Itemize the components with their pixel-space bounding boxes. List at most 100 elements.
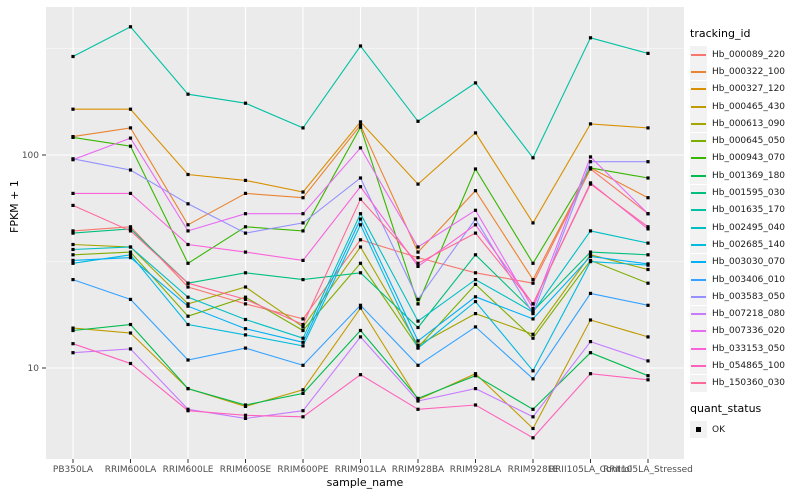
legend-item: Hb_000327_120	[690, 80, 800, 98]
data-point	[588, 372, 593, 376]
data-point	[186, 304, 190, 308]
data-point	[416, 302, 420, 306]
legend-color-key	[690, 115, 707, 133]
data-point	[531, 261, 535, 265]
legend-color-key	[690, 63, 707, 81]
series-color-line-icon	[691, 157, 706, 160]
legend-item: Hb_007336_020	[690, 322, 800, 340]
data-point	[243, 178, 248, 182]
data-point	[301, 322, 305, 327]
data-point	[128, 107, 133, 111]
data-point	[301, 258, 305, 262]
legend-item-label: Hb_000465_430	[712, 101, 786, 112]
legend-item: Hb_000089_220	[690, 46, 800, 64]
data-point	[128, 136, 133, 140]
data-point	[416, 182, 420, 186]
legend-item: Hb_000322_100	[690, 63, 800, 81]
data-point	[71, 107, 75, 111]
legend-item-label: Hb_000645_050	[712, 136, 786, 147]
data-point	[646, 303, 650, 307]
x-tick-label: PB350LA	[53, 465, 94, 475]
data-point	[128, 25, 133, 29]
series-color-line-icon	[691, 209, 706, 212]
data-point	[128, 322, 133, 327]
data-point	[473, 372, 478, 376]
data-point	[531, 426, 535, 431]
data-point	[243, 297, 248, 301]
legend-item-ok: OK	[690, 421, 800, 439]
data-point	[243, 191, 248, 195]
series-color-line-icon	[691, 347, 706, 350]
data-point	[71, 242, 75, 247]
legend-item-label: Hb_000322_100	[712, 66, 786, 77]
legend-color-key	[690, 288, 707, 306]
data-point	[71, 351, 75, 355]
data-point	[71, 203, 75, 207]
legend-item: Hb_000943_070	[690, 149, 800, 167]
data-point	[358, 197, 363, 201]
data-point	[301, 325, 305, 329]
x-tick-label: RRIM901LA	[335, 465, 387, 475]
data-point	[358, 261, 363, 265]
data-point	[243, 271, 248, 275]
data-point	[71, 278, 75, 282]
data-point	[646, 160, 650, 164]
data-point	[646, 241, 650, 245]
data-point	[128, 126, 133, 130]
data-point	[646, 378, 650, 382]
data-point	[186, 92, 190, 96]
legend-title-quant-status: quant_status	[690, 401, 762, 415]
data-point	[416, 119, 420, 123]
data-point	[531, 307, 535, 311]
data-point	[71, 158, 75, 162]
data-point	[71, 328, 75, 333]
data-point	[588, 254, 593, 258]
data-point	[416, 363, 420, 367]
legend-color-key	[690, 357, 707, 375]
data-point	[301, 196, 305, 200]
data-point	[588, 166, 593, 170]
data-point	[531, 332, 535, 336]
legend-color-key	[690, 253, 707, 271]
data-point	[531, 312, 535, 316]
legend-item: Hb_000613_090	[690, 115, 800, 133]
data-point	[416, 256, 420, 260]
data-point	[646, 359, 650, 363]
data-point	[243, 295, 248, 299]
data-point	[301, 212, 305, 216]
legend-quant-status: quant_status OK	[690, 401, 800, 439]
x-tick-label: RRIM600LE	[163, 465, 214, 475]
data-point	[473, 312, 478, 316]
data-point	[301, 278, 305, 282]
data-point	[186, 229, 190, 233]
legend-item-label: Hb_000327_120	[712, 84, 786, 95]
data-point	[301, 126, 305, 130]
legend-item-label: Hb_007336_020	[712, 326, 786, 337]
data-point	[358, 223, 363, 227]
data-point	[531, 336, 535, 340]
data-point	[358, 328, 363, 333]
data-point	[588, 340, 593, 344]
legend-item: Hb_054865_100	[690, 357, 800, 375]
data-point	[588, 291, 593, 295]
data-point	[358, 271, 363, 275]
data-point	[646, 227, 650, 231]
data-point	[128, 253, 133, 257]
data-point	[128, 256, 133, 260]
data-point	[186, 295, 190, 299]
legend-item: Hb_001595_030	[690, 184, 800, 202]
legend-item: Hb_003030_070	[690, 253, 800, 271]
data-point	[473, 81, 478, 85]
data-point	[416, 407, 420, 411]
series-color-line-icon	[691, 192, 706, 195]
data-point	[646, 225, 650, 229]
series-color-line-icon	[691, 364, 706, 367]
data-point	[186, 223, 190, 227]
legend-item-label: Hb_003406_010	[712, 274, 786, 285]
data-point	[128, 229, 133, 233]
data-point	[243, 333, 248, 337]
x-tick-label: RRIM600SE	[220, 465, 272, 475]
series-color-line-icon	[691, 261, 706, 264]
legend-item: Hb_150360_030	[690, 374, 800, 392]
legend-item: Hb_033153_050	[690, 340, 800, 358]
